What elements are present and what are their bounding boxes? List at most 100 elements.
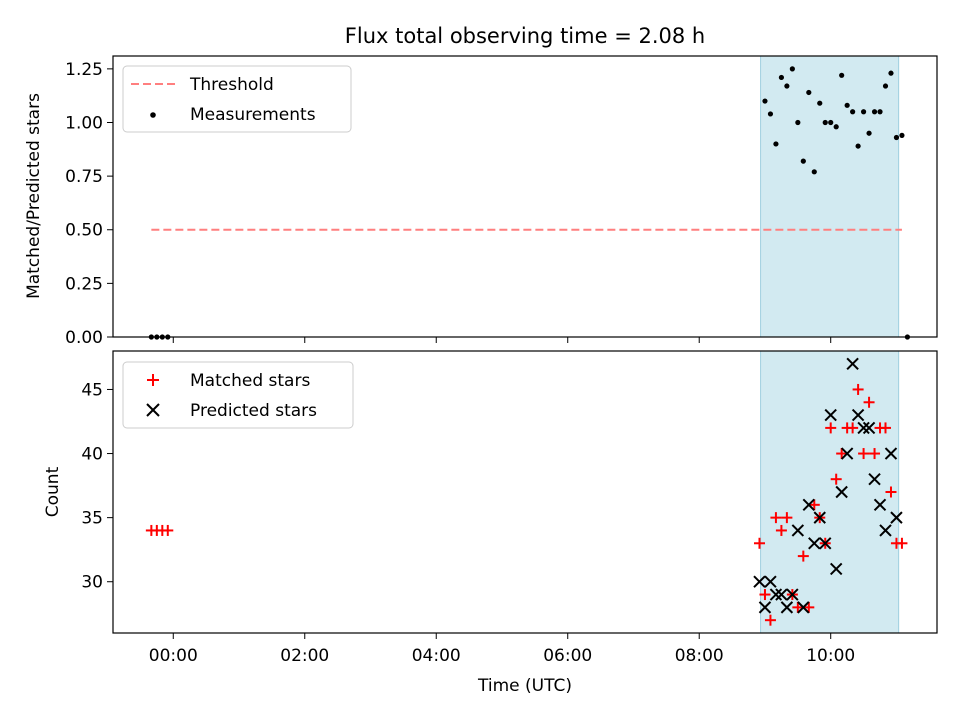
- bottom-y-axis-ticks: 30 35 40 45: [81, 380, 113, 593]
- matched-star-point: [830, 473, 842, 485]
- top-panel: 0.00 0.25 0.50 0.75 1.00 1.25 Matched/Predict…: [24, 55, 938, 348]
- legend-threshold-label: Threshold: [189, 75, 274, 95]
- x-tick-label: 06:00: [543, 646, 592, 666]
- bottom-y-tick-label: 35: [81, 509, 103, 529]
- measurement-point: [839, 72, 845, 78]
- bottom-axes-frame: [112, 350, 938, 634]
- top-y-tick-label: 0.75: [65, 167, 103, 187]
- matched-star-point: [162, 524, 174, 536]
- matched-star-point: [896, 537, 908, 549]
- measurement-point: [789, 66, 795, 72]
- top-legend: Threshold Measurements: [122, 65, 352, 133]
- measurement-point: [850, 109, 856, 115]
- matched-star-point: [792, 601, 804, 613]
- measurement-point: [795, 119, 801, 126]
- matched-star-point: [869, 448, 881, 460]
- measurement-point: [784, 83, 790, 89]
- predicted-star-point: [753, 575, 766, 588]
- predicted-star-point: [835, 485, 848, 499]
- top-y-tick-label: 1.00: [65, 113, 103, 133]
- predicted-star-point: [797, 601, 810, 614]
- bottom-y-tick-label: 30: [81, 573, 103, 593]
- predicted-star-point: [813, 511, 826, 524]
- top-y-axis-label: Matched/Predicted stars: [24, 93, 44, 299]
- measurement-point: [860, 109, 867, 115]
- predicted-star-point: [769, 588, 783, 601]
- measurement-point: [762, 98, 768, 104]
- top-y-tick-label: 1.25: [65, 60, 103, 80]
- predicted-star-point: [862, 421, 876, 435]
- figure-title: Flux total observing time = 2.08 h: [345, 24, 705, 48]
- bottom-y-tick-label: 45: [81, 380, 103, 400]
- matched-star-point: [753, 537, 765, 549]
- measurement-point: [882, 83, 889, 89]
- legend-matched-label: Matched stars: [190, 371, 310, 391]
- bottom-predicted-points: [753, 357, 903, 614]
- matched-star-point: [759, 589, 771, 601]
- predicted-star-point: [851, 408, 865, 422]
- predicted-star-point: [873, 498, 887, 512]
- bottom-x-axis-ticks: 00:00 02:00 04:00 06:00 08:00 10:00: [149, 633, 855, 666]
- x-tick-label: 08:00: [675, 646, 724, 666]
- x-tick-label: 00:00: [149, 646, 198, 666]
- legend-predicted-label: Predicted stars: [190, 401, 317, 421]
- matched-star-point: [770, 512, 782, 524]
- legend-matched-swatch: [147, 374, 159, 386]
- predicted-star-point: [780, 601, 794, 614]
- top-observing-window: [760, 56, 900, 337]
- predicted-star-point: [819, 537, 832, 550]
- predicted-star-point: [791, 524, 805, 537]
- predicted-star-point: [829, 562, 843, 576]
- matched-star-point: [781, 512, 793, 524]
- measurement-point: [871, 109, 878, 115]
- x-axis-label: Time (UTC): [477, 676, 572, 696]
- predicted-star-point: [868, 472, 881, 486]
- predicted-star-point: [802, 498, 816, 512]
- top-y-tick-label: 0.25: [65, 274, 103, 294]
- matched-star-point: [852, 383, 864, 395]
- measurement-point: [817, 100, 823, 106]
- observing-window-band: [760, 351, 899, 633]
- matched-star-point: [863, 396, 875, 408]
- measurement-point: [899, 132, 905, 138]
- predicted-star-point: [764, 575, 777, 588]
- measurement-point: [773, 141, 779, 147]
- matched-star-point: [803, 601, 815, 613]
- bottom-y-tick-label: 40: [81, 445, 103, 465]
- measurement-point: [806, 89, 812, 96]
- matched-star-point: [797, 550, 809, 562]
- measurement-point: [822, 119, 828, 126]
- matched-star-point: [885, 486, 897, 498]
- predicted-star-point: [884, 447, 898, 460]
- matched-star-point: [880, 422, 891, 434]
- bottom-matched-points: [145, 383, 908, 626]
- measurement-point: [893, 134, 900, 141]
- top-x-axis-ticks: [172, 337, 832, 343]
- predicted-star-point: [786, 588, 799, 601]
- x-tick-label: 02:00: [280, 646, 329, 666]
- measurement-point: [828, 119, 834, 126]
- x-tick-label: 04:00: [412, 646, 461, 666]
- measurement-point: [833, 124, 839, 130]
- measurement-point: [811, 169, 817, 175]
- measurement-point: [866, 130, 872, 136]
- measurement-point: [855, 143, 861, 149]
- bottom-observing-window: [760, 351, 900, 633]
- predicted-star-point: [857, 421, 870, 435]
- top-y-tick-label: 0.50: [65, 221, 103, 241]
- measurement-point: [844, 102, 850, 108]
- predicted-star-point: [890, 511, 903, 524]
- measurement-point: [877, 109, 883, 115]
- predicted-star-point: [879, 524, 892, 537]
- predicted-star-point: [775, 588, 788, 601]
- matched-star-point: [764, 614, 776, 626]
- top-axes-frame: [112, 55, 938, 338]
- matched-star-point: [775, 524, 787, 536]
- predicted-star-point: [840, 447, 854, 460]
- legend-measurements-label: Measurements: [190, 105, 316, 125]
- legend-predicted-swatch: [146, 403, 160, 417]
- matched-star-point: [847, 422, 859, 434]
- measurement-point: [888, 70, 894, 76]
